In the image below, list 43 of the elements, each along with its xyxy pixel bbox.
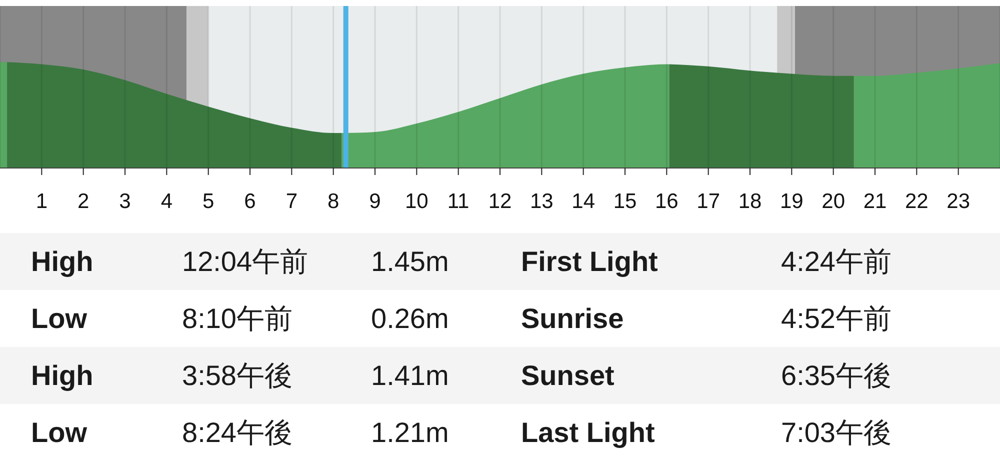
text: Sunrise [521, 302, 624, 336]
text: 1.21m [371, 416, 449, 450]
x-tick-label: 16 [654, 190, 678, 213]
x-tick-label: 11 [447, 190, 470, 213]
x-tick-label: 14 [572, 190, 596, 213]
text: 4:52午前 [781, 302, 892, 336]
x-tick-label: 4 [160, 190, 173, 213]
text: 1.41m [371, 359, 449, 393]
text: 6:35午後 [781, 359, 892, 393]
x-tick-label: 18 [738, 190, 762, 213]
x-tick-label: 1 [36, 190, 48, 213]
x-tick-label: 21 [863, 190, 887, 213]
text: 12:04午前 [182, 245, 308, 279]
text: 8:24午後 [182, 416, 292, 450]
x-tick-label: 8 [327, 190, 340, 213]
x-tick-label: 13 [530, 190, 554, 213]
text: Sunset [521, 359, 614, 393]
x-tick-label: 19 [780, 190, 804, 213]
text: 8:10午前 [182, 302, 292, 336]
text: 4:24午前 [781, 245, 892, 279]
x-tick-label: 10 [404, 190, 428, 213]
x-tick-label: 20 [822, 190, 846, 213]
x-tick-label: 3 [119, 190, 131, 213]
text: Low [31, 416, 87, 450]
x-tick-label: 15 [613, 190, 637, 213]
x-tick-label: 9 [369, 190, 381, 213]
text: 3:58午後 [182, 359, 292, 393]
text: High [31, 245, 94, 279]
text: Low [31, 302, 87, 336]
x-tick-label: 5 [202, 190, 214, 213]
text: First Light [521, 245, 658, 279]
x-tick-label: 17 [696, 190, 720, 213]
x-tick-label: 7 [286, 190, 298, 213]
text: High [31, 359, 94, 393]
x-tick-label: 12 [488, 190, 512, 213]
x-tick-label: 2 [77, 190, 90, 213]
text: 0.26m [371, 302, 449, 336]
x-tick-label: 23 [946, 190, 970, 213]
text: 7:03午後 [781, 416, 892, 450]
x-tick-label: 22 [904, 190, 928, 213]
text: Last Light [521, 416, 655, 450]
x-tick-label: 6 [244, 190, 256, 213]
text: 1.45m [371, 245, 449, 279]
